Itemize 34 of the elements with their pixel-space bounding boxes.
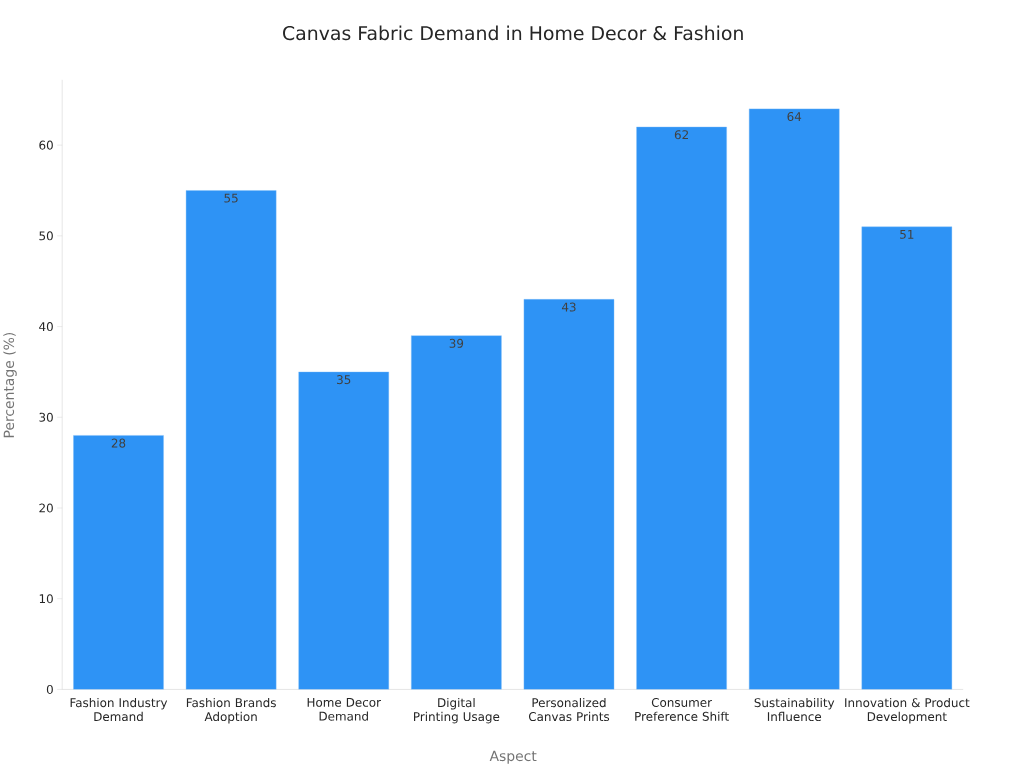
x-tick-label: Innovation & Product Development xyxy=(845,697,970,724)
bar xyxy=(411,335,502,690)
data-label: 55 xyxy=(224,193,238,203)
x-tick-label: Fashion Industry Demand xyxy=(70,697,168,722)
y-tick-label: 40 xyxy=(39,321,53,331)
bar xyxy=(185,190,277,690)
y-tick-label: 10 xyxy=(39,594,53,604)
data-label: 39 xyxy=(449,338,464,348)
bar xyxy=(73,435,164,690)
x-tick-label: Fashion Brands Adoption xyxy=(186,697,276,724)
x-tick-label: Digital Printing Usage xyxy=(414,697,500,724)
data-label: 28 xyxy=(111,438,126,448)
bar xyxy=(748,108,840,690)
bar xyxy=(298,371,389,690)
x-tick-label: Personalized Canvas Prints xyxy=(528,697,610,722)
y-tick-label: 30 xyxy=(39,412,53,422)
y-tick-label: 50 xyxy=(39,231,53,241)
y-tick-label: 60 xyxy=(39,140,53,150)
x-tick-label: Consumer Preference Shift xyxy=(635,697,729,721)
data-label: 64 xyxy=(787,111,802,121)
x-tick-label: Home Decor Demand xyxy=(307,697,381,721)
bar xyxy=(523,299,615,690)
chart-title: Canvas Fabric Demand in Home Decor & Fashion xyxy=(283,25,743,41)
data-label: 35 xyxy=(337,375,351,385)
x-axis-title: Aspect xyxy=(489,750,537,764)
x-tick-label: Sustainability Influence xyxy=(754,697,835,722)
bar xyxy=(861,226,953,690)
y-axis-title: Percentage (%) xyxy=(3,332,17,438)
data-label: 43 xyxy=(561,302,576,312)
y-tick-label: 0 xyxy=(46,684,53,694)
data-label: 51 xyxy=(900,229,914,239)
data-label: 62 xyxy=(674,130,688,140)
y-tick-label: 20 xyxy=(39,503,53,513)
bar xyxy=(636,126,727,690)
